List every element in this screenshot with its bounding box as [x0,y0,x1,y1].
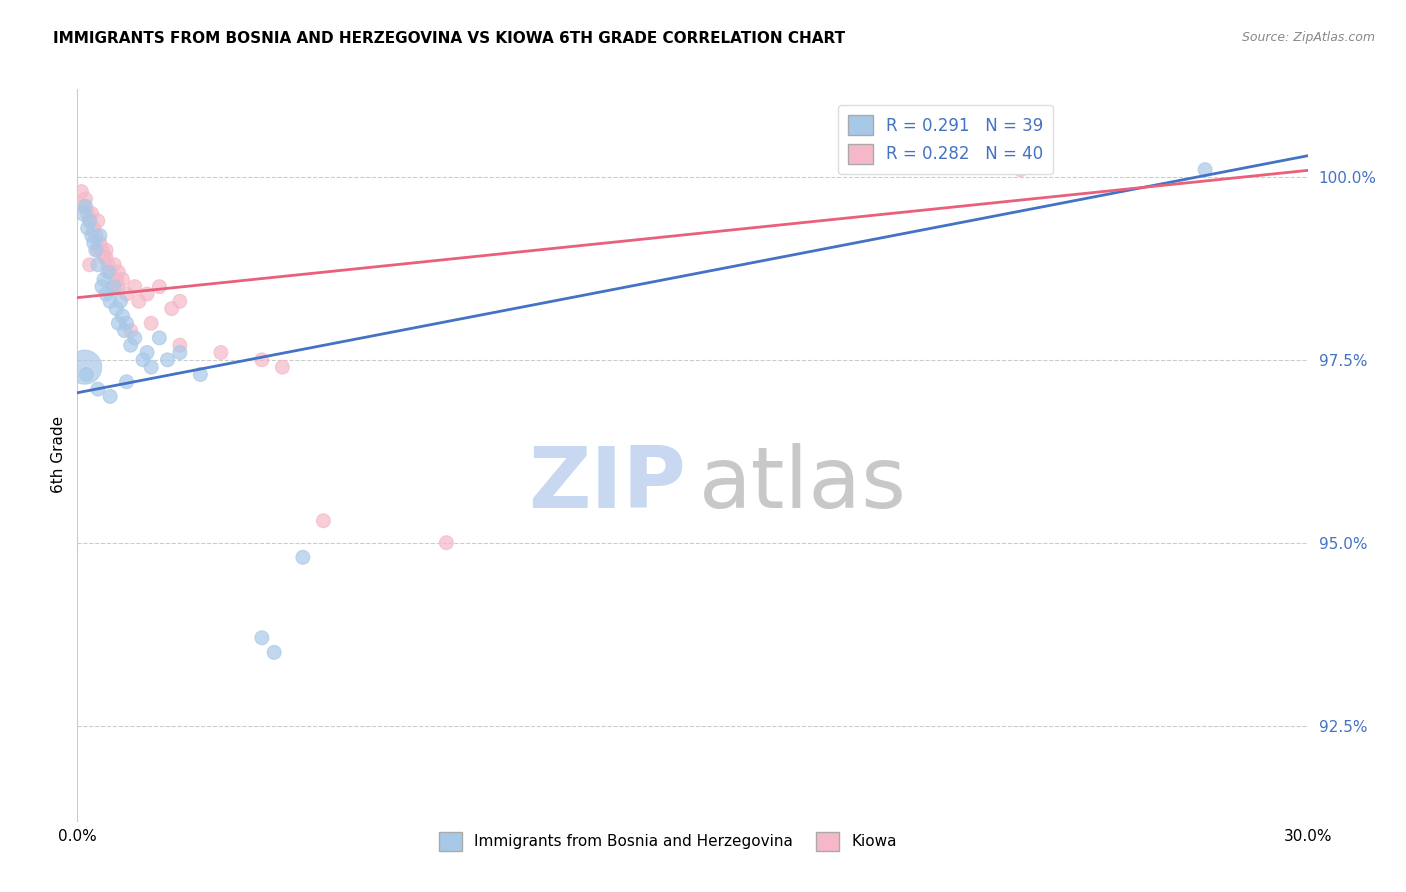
Text: IMMIGRANTS FROM BOSNIA AND HERZEGOVINA VS KIOWA 6TH GRADE CORRELATION CHART: IMMIGRANTS FROM BOSNIA AND HERZEGOVINA V… [53,31,845,46]
Point [120,324,142,338]
Point [110,294,132,309]
Point [115,375,138,389]
Point [124,279,146,293]
Point [120,338,142,352]
Point [1194,162,1216,177]
Point [436,535,458,549]
Y-axis label: 6th Grade: 6th Grade [51,417,66,493]
Point [209,345,232,359]
Point [87,382,110,396]
Point [111,272,134,286]
Point [87,243,110,257]
Point [156,352,179,367]
Text: atlas: atlas [699,442,907,525]
Point [271,360,294,375]
Point [94,251,117,265]
Point [107,265,129,279]
Point [250,631,273,645]
Point [128,294,150,309]
Point [75,192,97,206]
Point [1010,162,1032,177]
Point [73,360,96,375]
Point [312,514,335,528]
Point [188,368,212,382]
Point [75,368,97,382]
Point [89,235,111,250]
Point [79,258,101,272]
Point [136,287,159,301]
Point [136,345,159,359]
Point [115,287,138,301]
Point [263,645,285,659]
Point [132,352,155,367]
Point [83,221,105,235]
Point [103,279,125,293]
Point [169,345,191,359]
Point [72,199,94,213]
Point [291,550,314,565]
Point [79,214,101,228]
Point [105,272,128,286]
Point [76,206,98,220]
Point [70,185,93,199]
Point [124,331,146,345]
Point [250,352,273,367]
Point [94,243,117,257]
Point [97,265,120,279]
Point [84,228,107,243]
Point [148,279,170,293]
Point [111,309,134,323]
Point [98,265,121,279]
Point [107,316,129,330]
Text: ZIP: ZIP [529,442,686,525]
Point [105,301,128,316]
Point [90,243,114,257]
Point [80,206,103,220]
Point [87,258,110,272]
Point [103,258,125,272]
Point [90,279,114,293]
Point [87,214,110,228]
Point [83,235,105,250]
Point [141,316,163,330]
Point [80,228,103,243]
Point [115,316,138,330]
Point [169,294,191,309]
Point [84,243,107,257]
Text: Source: ZipAtlas.com: Source: ZipAtlas.com [1241,31,1375,45]
Point [72,206,94,220]
Point [160,301,183,316]
Point [148,331,170,345]
Point [97,258,120,272]
Point [107,279,129,293]
Point [101,279,124,293]
Point [93,251,115,265]
Point [98,294,121,309]
Point [76,221,98,235]
Point [79,214,101,228]
Point [75,199,97,213]
Legend: Immigrants from Bosnia and Herzegovina, Kiowa: Immigrants from Bosnia and Herzegovina, … [433,826,903,857]
Point [169,338,191,352]
Point [98,389,121,403]
Point [89,228,111,243]
Point [114,324,136,338]
Point [141,360,163,375]
Point [93,272,115,286]
Point [94,287,117,301]
